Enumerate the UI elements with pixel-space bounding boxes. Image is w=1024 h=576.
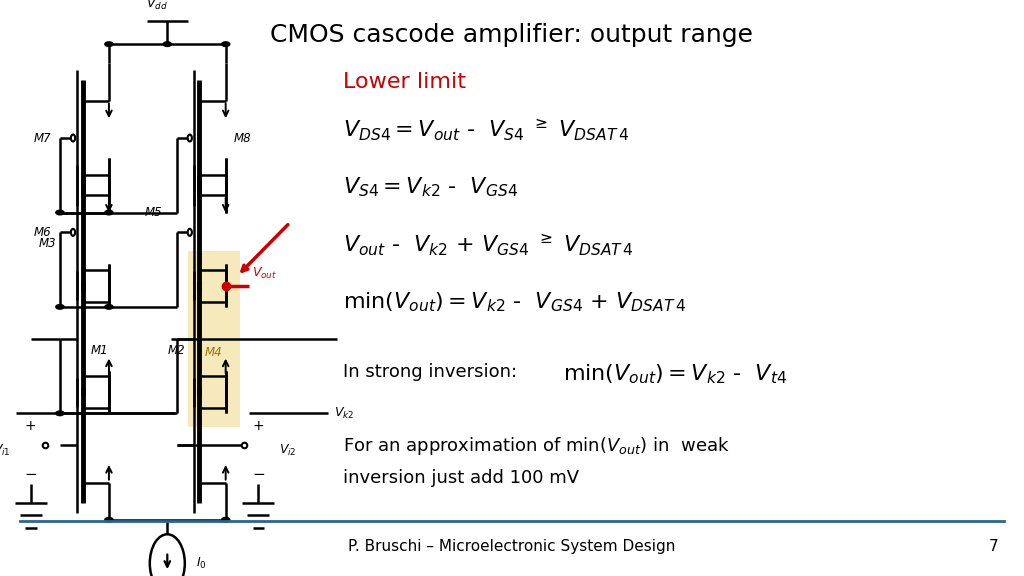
Text: $V_{S4} = V_{k2}$ -  $V_{GS4}$: $V_{S4} = V_{k2}$ - $V_{GS4}$ <box>343 176 518 199</box>
Text: Lower limit: Lower limit <box>343 72 466 92</box>
Text: M3: M3 <box>39 237 56 251</box>
Text: −: − <box>252 467 265 482</box>
Text: $\min(V_{out}) = V_{k2}$ -  $V_{GS4}$ + $V_{DSAT\,4}$: $\min(V_{out}) = V_{k2}$ - $V_{GS4}$ + $… <box>343 291 686 314</box>
Circle shape <box>104 305 113 309</box>
Text: $V_{out}$ -  $V_{k2}$ + $V_{GS4}$$\,\,{}^{\geq}\,\,$$V_{DSAT\,4}$: $V_{out}$ - $V_{k2}$ + $V_{GS4}$$\,\,{}^… <box>343 233 634 259</box>
Text: $V_{k2}$: $V_{k2}$ <box>334 406 354 421</box>
Circle shape <box>104 210 113 215</box>
Text: CMOS cascode amplifier: output range: CMOS cascode amplifier: output range <box>270 23 754 47</box>
Circle shape <box>55 210 63 215</box>
Text: 7: 7 <box>989 539 998 554</box>
Text: $V_{DS4} = V_{out}$ -  $V_{S4}$$\,\,{}^{\geq}\,\,$$V_{DSAT\,4}$: $V_{DS4} = V_{out}$ - $V_{S4}$$\,\,{}^{\… <box>343 118 630 143</box>
Text: In strong inversion:: In strong inversion: <box>343 363 528 381</box>
Circle shape <box>221 42 229 47</box>
Bar <box>188 251 241 427</box>
Text: $\min(V_{out}) = V_{k2}$ -  $V_{t4}$: $\min(V_{out}) = V_{k2}$ - $V_{t4}$ <box>563 363 787 386</box>
Circle shape <box>221 517 229 522</box>
Circle shape <box>55 411 63 416</box>
Text: M2: M2 <box>168 344 185 357</box>
Circle shape <box>163 42 171 47</box>
Text: +: + <box>253 419 264 433</box>
Text: $V_{i1}$: $V_{i1}$ <box>0 442 10 458</box>
Circle shape <box>55 305 63 309</box>
Text: M7: M7 <box>34 131 51 145</box>
Text: M5: M5 <box>145 206 163 218</box>
Text: inversion just add 100 mV: inversion just add 100 mV <box>343 469 580 487</box>
Text: P. Bruschi – Microelectronic System Design: P. Bruschi – Microelectronic System Desi… <box>348 539 676 554</box>
Circle shape <box>104 42 113 47</box>
Text: $V_{out}$: $V_{out}$ <box>252 266 278 281</box>
Circle shape <box>104 517 113 522</box>
Text: $V_{i2}$: $V_{i2}$ <box>279 442 296 458</box>
Text: M4: M4 <box>205 346 222 359</box>
Text: M8: M8 <box>233 131 251 145</box>
Text: For an approximation of min($V_{out}$) in  weak: For an approximation of min($V_{out}$) i… <box>343 435 730 457</box>
Text: +: + <box>25 419 37 433</box>
Text: M6: M6 <box>34 226 51 239</box>
Text: $V_{dd}$: $V_{dd}$ <box>146 0 168 13</box>
Text: M1: M1 <box>90 344 109 357</box>
Text: −: − <box>25 467 37 482</box>
Text: $I_0$: $I_0$ <box>197 556 207 571</box>
